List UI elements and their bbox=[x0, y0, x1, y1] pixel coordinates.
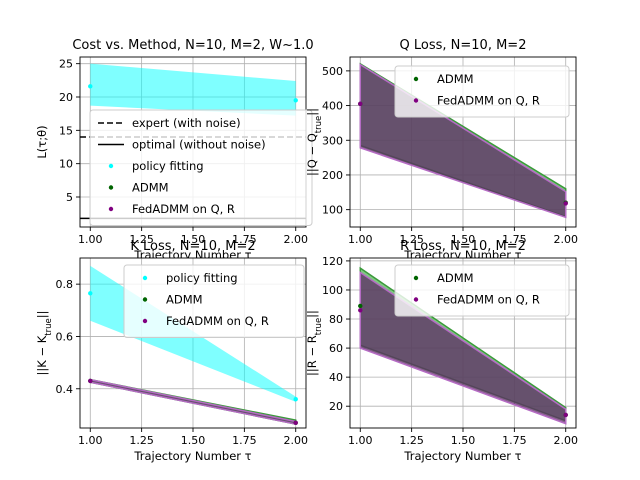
qloss-point-1-0 bbox=[358, 101, 363, 107]
kloss-legend-swatch-1 bbox=[142, 297, 148, 302]
cost-point-0-0 bbox=[88, 84, 93, 89]
kloss-legend: policy fitting ADMM FedADMM on Q, R bbox=[123, 264, 305, 338]
cost-ytick-label-2: 15 bbox=[59, 124, 73, 137]
rloss-ytick-label-4: 100 bbox=[322, 284, 343, 297]
cost-legend-swatch-2 bbox=[108, 163, 114, 169]
qloss-ylabel: ||Q − Qtrue|| bbox=[305, 108, 324, 176]
qloss-ytick-label-0: 100 bbox=[322, 204, 343, 217]
kloss-xtick-label-2: 1.50 bbox=[181, 434, 206, 447]
rloss-title: R Loss, N=10, M=2 bbox=[400, 239, 526, 254]
kloss-chart: 1.00 1.25 1.50 1.75 2.00 0.4 0.6 0.8 Trajectory … bbox=[35, 239, 308, 463]
cost-ytick-label-3: 20 bbox=[59, 91, 73, 104]
qloss-xtick-label-2: 1.50 bbox=[451, 233, 476, 246]
rloss-legend: ADMM FedADMM on Q, R bbox=[394, 264, 570, 317]
qloss-legend-label-1: FedADMM on Q, R bbox=[437, 94, 540, 108]
rloss-legend-label-1: FedADMM on Q, R bbox=[437, 293, 540, 307]
cost-ylabel: L(τ;θ) bbox=[35, 125, 49, 158]
qloss-ytick-label-1: 200 bbox=[322, 169, 343, 182]
rloss-ytick-label-2: 60 bbox=[329, 342, 343, 355]
kloss-point-0-1 bbox=[293, 397, 298, 402]
qloss-ytick-label-4: 500 bbox=[322, 65, 343, 78]
kloss-point-0-0 bbox=[88, 291, 93, 296]
cost-xtick-label-1: 1.25 bbox=[129, 233, 154, 246]
cost-legend-label-3: ADMM bbox=[132, 181, 169, 195]
qloss-legend-swatch-1 bbox=[413, 98, 419, 103]
rloss-xtick-label-0: 1.00 bbox=[348, 434, 373, 447]
cost-ytick-label-4: 25 bbox=[59, 58, 73, 71]
kloss-xtick-label-4: 2.00 bbox=[283, 434, 308, 447]
rloss-legend-box bbox=[394, 264, 570, 317]
kloss-ytick-label-0: 0.4 bbox=[56, 383, 74, 396]
kloss-xtick-label-1: 1.25 bbox=[129, 434, 154, 447]
kloss-legend-box bbox=[123, 264, 305, 338]
qloss-legend-box bbox=[394, 65, 570, 118]
cost-xtick-label-2: 1.50 bbox=[181, 233, 206, 246]
cost-band-0 bbox=[90, 63, 296, 116]
cost-legend-swatch-3 bbox=[108, 185, 114, 190]
kloss-xtick-label-0: 1.00 bbox=[78, 434, 103, 447]
kloss-point-2-1 bbox=[293, 420, 298, 425]
cost-legend-label-0: expert (with noise) bbox=[132, 116, 241, 130]
rloss-ylabel: ||R − Rtrue|| bbox=[305, 310, 324, 376]
rloss-chart: 1.00 1.25 1.50 1.75 2.00 20 40 60 80 100 120 Trajec… bbox=[305, 239, 578, 463]
rloss-point-0-0 bbox=[358, 303, 363, 309]
qloss-xtick-label-1: 1.25 bbox=[399, 233, 424, 246]
cost-xtick-label-0: 1.00 bbox=[78, 233, 103, 246]
cost-title: Cost vs. Method, N=10, M=2, W~1.0 bbox=[72, 38, 313, 53]
qloss-title: Q Loss, N=10, M=2 bbox=[400, 38, 527, 53]
cost-legend-label-1: optimal (without noise) bbox=[132, 138, 266, 152]
cost-point-0-1 bbox=[293, 98, 298, 103]
kloss-xlabel: Trajectory Number τ bbox=[133, 449, 251, 463]
qloss-point-1-1 bbox=[563, 201, 568, 206]
cost-legend-box bbox=[89, 109, 313, 226]
rloss-xtick-label-2: 1.50 bbox=[451, 434, 476, 447]
rloss-ytick-label-5: 120 bbox=[322, 255, 343, 268]
qloss-legend-swatch-0 bbox=[413, 76, 419, 82]
cost-legend-swatch-4 bbox=[108, 206, 114, 212]
rloss-point-1-0 bbox=[358, 308, 363, 313]
kloss-ytick-label-1: 0.6 bbox=[56, 330, 74, 343]
kloss-ytick-label-2: 0.8 bbox=[56, 278, 74, 291]
cost-chart: 1.00 1.25 1.50 1.75 2.00510152025Trajectory … bbox=[35, 38, 314, 262]
kloss-legend-swatch-2 bbox=[142, 318, 148, 324]
cost-legend-label-4: FedADMM on Q, R bbox=[132, 202, 235, 216]
kloss-legend-label-2: FedADMM on Q, R bbox=[166, 314, 269, 328]
qloss-chart: 1.00 1.25 1.50 1.75 2.00100200300400500Traje… bbox=[305, 38, 578, 262]
cost-xtick-label-3: 1.75 bbox=[232, 233, 257, 246]
kloss-legend-swatch-0 bbox=[142, 275, 148, 281]
kloss-point-2-0 bbox=[88, 378, 93, 384]
rloss-legend-label-0: ADMM bbox=[437, 271, 474, 285]
rloss-xtick-label-3: 1.75 bbox=[502, 434, 527, 447]
rloss-legend-swatch-0 bbox=[413, 275, 419, 281]
rloss-ytick-label-3: 80 bbox=[329, 313, 343, 326]
cost-ytick-label-1: 10 bbox=[59, 158, 73, 171]
qloss-legend-label-0: ADMM bbox=[437, 72, 474, 86]
kloss-xtick-label-3: 1.75 bbox=[232, 434, 257, 447]
rloss-ytick-label-0: 20 bbox=[329, 400, 343, 413]
qloss-legend: ADMM FedADMM on Q, R bbox=[394, 65, 570, 118]
qloss-xtick-label-0: 1.00 bbox=[348, 233, 373, 246]
cost-xtick-label-4: 2.00 bbox=[283, 233, 308, 246]
rloss-legend-swatch-1 bbox=[413, 297, 419, 302]
rloss-point-1-1 bbox=[563, 412, 568, 418]
kloss-title: K Loss, N=10, M=2 bbox=[130, 239, 255, 254]
qloss-xtick-label-4: 2.00 bbox=[553, 233, 578, 246]
cost-legend: expert (with noise) optimal (without nois… bbox=[89, 109, 313, 226]
cost-legend-label-2: policy fitting bbox=[132, 159, 204, 173]
rloss-xlabel: Trajectory Number τ bbox=[403, 449, 521, 463]
cost-ytick-label-0: 5 bbox=[66, 191, 73, 204]
rloss-xtick-label-4: 2.00 bbox=[553, 434, 578, 447]
kloss-legend-label-1: ADMM bbox=[166, 293, 203, 307]
qloss-ytick-label-3: 400 bbox=[322, 100, 343, 113]
rloss-xtick-label-1: 1.25 bbox=[399, 434, 424, 447]
kloss-ylabel: ||K − Ktrue|| bbox=[35, 311, 54, 376]
qloss-xtick-label-3: 1.75 bbox=[502, 233, 527, 246]
kloss-legend-label-0: policy fitting bbox=[166, 271, 238, 285]
rloss-ytick-label-1: 40 bbox=[329, 371, 343, 384]
qloss-ytick-label-2: 300 bbox=[322, 134, 343, 147]
